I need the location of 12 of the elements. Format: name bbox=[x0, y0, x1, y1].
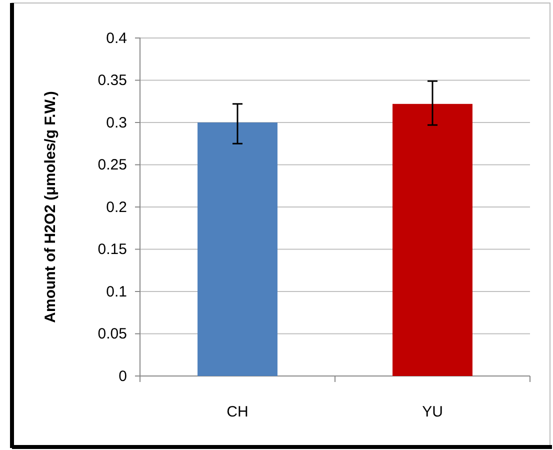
x-tick-label: CH bbox=[226, 404, 248, 421]
y-tick-label: 0 bbox=[118, 368, 127, 385]
y-tick-label: 0.3 bbox=[106, 114, 127, 132]
y-tick-label: 0.1 bbox=[106, 283, 127, 300]
y-tick-label: 0.35 bbox=[98, 72, 127, 90]
y-tick-label: 0.2 bbox=[106, 198, 127, 216]
x-tick-label: YU bbox=[422, 404, 443, 421]
y-axis-title: Amount of H2O2 (μmoles/g F.W.) bbox=[42, 91, 59, 323]
y-tick-label: 0.25 bbox=[98, 156, 127, 174]
y-tick-label: 0.05 bbox=[98, 326, 127, 343]
y-tick-label: 0.4 bbox=[106, 30, 127, 47]
y-tick-label: 0.15 bbox=[98, 241, 127, 258]
